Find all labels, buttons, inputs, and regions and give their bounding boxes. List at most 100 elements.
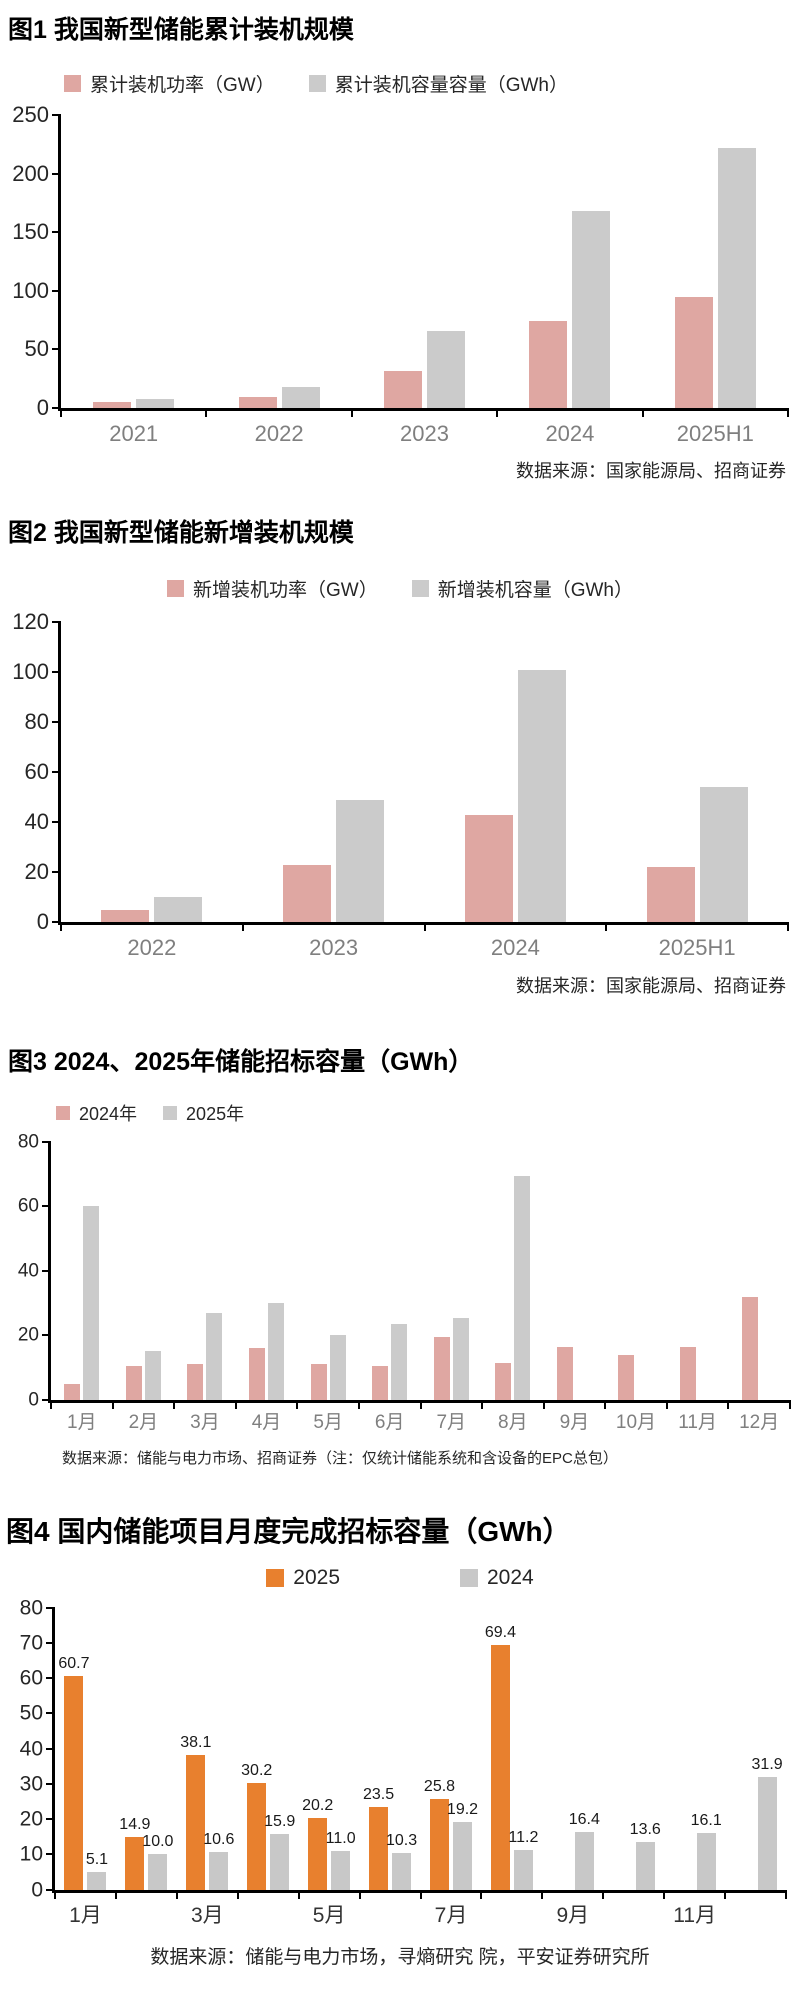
y-axis-tick-label: 80 xyxy=(24,709,49,735)
category-group xyxy=(544,1142,606,1400)
x-axis-label: 2月 xyxy=(128,1411,159,1433)
x-axis-tick-mark xyxy=(787,408,789,417)
x-axis-tick-mark xyxy=(114,1889,117,1899)
x-axis-tick-mark xyxy=(481,1399,484,1409)
category-group xyxy=(482,1142,544,1400)
bar xyxy=(427,330,466,408)
category-group: 69.4 11.2 xyxy=(481,1608,542,1890)
bar xyxy=(618,1354,635,1400)
y-axis-tick-mark xyxy=(42,1398,51,1401)
bar xyxy=(336,799,385,923)
category-group xyxy=(113,1142,175,1400)
legend-label: 2024 xyxy=(487,1565,534,1589)
x-axis-label: 2025H1 xyxy=(676,421,754,446)
legend-swatch xyxy=(460,1568,478,1587)
x-axis-label: 9月 xyxy=(559,1411,590,1433)
value-label: 30.2 xyxy=(241,1762,273,1780)
y-axis-tick-mark xyxy=(52,671,61,674)
category-group xyxy=(606,622,788,923)
x-axis-label: 3月 xyxy=(190,1903,224,1927)
y-axis-tick-mark xyxy=(42,1334,51,1337)
bar xyxy=(514,1175,531,1400)
legend: 累计装机功率（GW） 累计装机容量容量（GWh） xyxy=(64,70,800,97)
bar xyxy=(249,1348,266,1400)
bar xyxy=(154,897,203,923)
plot-area: 0 10 20 30 40 50 60 70 80 60.7 5.1 14.9 10.0 38.1 10.6… xyxy=(20,1597,787,1900)
figure-3: 图3 2024、2025年储能招标容量（GWh） 2024年 2025年 0 20 4… xyxy=(0,1042,800,1468)
bar: 23.5 xyxy=(363,1786,394,1890)
x-axis-label: 9月 xyxy=(556,1903,590,1927)
bar xyxy=(674,296,713,408)
legend-swatch xyxy=(56,1105,70,1120)
category-group xyxy=(728,1142,790,1400)
x-axis-tick-mark xyxy=(789,1399,791,1409)
x-axis-tick-mark xyxy=(496,408,499,417)
bars-row xyxy=(61,115,788,408)
y-axis-tick-mark xyxy=(46,1818,55,1821)
bar: 19.2 xyxy=(447,1801,478,1890)
category-group xyxy=(359,1142,421,1400)
x-axis-label: 2023 xyxy=(309,935,359,961)
bar xyxy=(529,321,568,408)
value-label: 16.4 xyxy=(568,1810,600,1828)
y-axis-tick-label: 20 xyxy=(24,859,49,885)
plot-area: 0 20 40 60 80 xyxy=(18,1132,791,1409)
x-axis-tick-mark xyxy=(205,408,208,417)
bar: 15.9 xyxy=(264,1813,295,1890)
y-axis-tick-mark xyxy=(46,1888,55,1891)
x-axis-label xyxy=(481,1903,542,1928)
bar xyxy=(136,398,175,408)
x-axis-tick-mark xyxy=(50,1399,52,1409)
category-group: 20.2 11.0 xyxy=(299,1608,360,1890)
x-axis-label: 7月 xyxy=(434,1903,468,1927)
bar xyxy=(452,1317,469,1400)
bars-row xyxy=(51,1142,790,1400)
legend-item: 2025 xyxy=(266,1566,340,1590)
category-group xyxy=(236,1142,298,1400)
category-group: 60.7 5.1 xyxy=(55,1608,116,1890)
x-axis-tick-mark xyxy=(602,1889,605,1899)
x-axis-tick-mark xyxy=(641,408,644,417)
category-group: 14.9 10.0 xyxy=(116,1608,177,1890)
bar xyxy=(281,386,320,408)
x-axis-label: 7月 xyxy=(436,1411,467,1433)
source-note: 数据来源：储能与电力市场、招商证券（注：仅统计储能系统和含设备的EPC总包） xyxy=(62,1449,618,1467)
y-axis-tick-label: 0 xyxy=(31,1878,43,1902)
figure-4: 图4 国内储能项目月度完成招标容量（GWh） 2025 2024 0 10 20 30 4… xyxy=(0,1510,800,1969)
y-axis-tick-mark xyxy=(52,348,61,351)
x-axis-tick-mark xyxy=(542,1399,545,1409)
legend-item: 新增装机容量（GWh） xyxy=(411,575,633,602)
x-axis-label: 5月 xyxy=(312,1903,346,1927)
bar: 69.4 xyxy=(485,1624,516,1890)
y-axis-tick-label: 100 xyxy=(12,659,49,685)
y-axis-tick-label: 200 xyxy=(12,160,49,186)
y-axis-tick-mark xyxy=(52,921,61,924)
y-axis-tick-mark xyxy=(52,172,61,175)
legend-label: 2024年 xyxy=(79,1103,138,1124)
y-axis-tick-mark xyxy=(52,721,61,724)
x-axis-label: 2021 xyxy=(109,421,159,446)
y-axis-tick-label: 0 xyxy=(36,909,49,935)
bar: 31.9 xyxy=(752,1756,783,1890)
bar xyxy=(238,397,277,408)
legend-label: 累计装机容量容量（GWh） xyxy=(334,75,568,96)
bar: 25.8 xyxy=(424,1778,455,1890)
category-group xyxy=(605,1142,667,1400)
y-axis-tick-label: 60 xyxy=(17,1195,39,1217)
bar xyxy=(144,1351,161,1400)
y-axis-tick-label: 40 xyxy=(17,1260,39,1282)
bars-row xyxy=(61,622,788,923)
bar xyxy=(433,1336,450,1400)
legend-item: 2025年 xyxy=(163,1100,244,1126)
x-axis-tick-mark xyxy=(350,408,353,417)
x-axis-label: 11月 xyxy=(678,1411,717,1433)
legend-swatch xyxy=(308,75,326,92)
category-group xyxy=(497,115,642,408)
y-axis-tick-label: 50 xyxy=(19,1701,43,1725)
bar xyxy=(741,1296,758,1400)
category-group xyxy=(352,115,497,408)
x-axis-tick-mark xyxy=(111,1399,114,1409)
y-axis-tick-mark xyxy=(42,1205,51,1208)
x-axis-tick-mark xyxy=(175,1889,178,1899)
y-axis-tick-label: 60 xyxy=(19,1666,43,1690)
